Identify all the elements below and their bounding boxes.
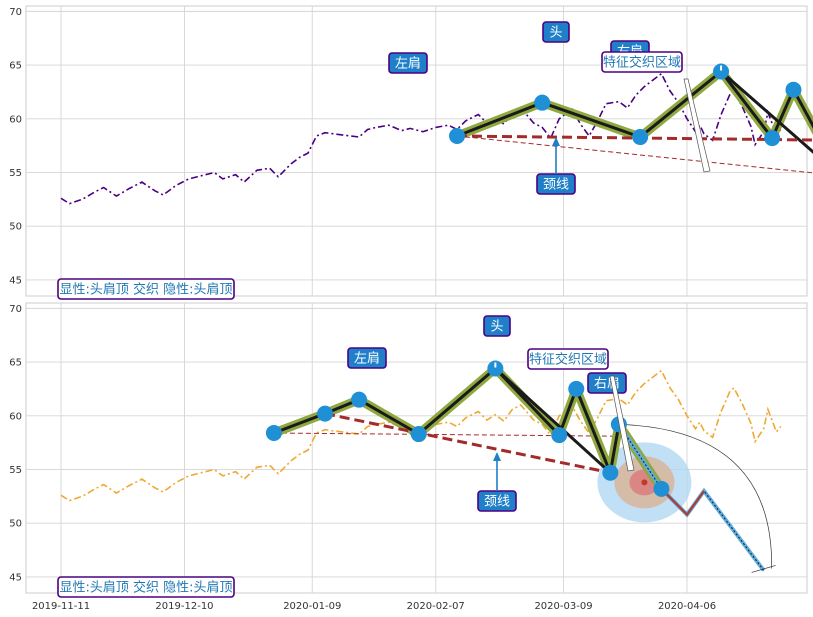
- projection-red-segment: [660, 488, 705, 517]
- feature-region-label-box: [601, 51, 683, 73]
- pattern-point: [265, 424, 282, 441]
- neckline-label-text: 颈线: [543, 178, 569, 193]
- y-tick-label: 55: [9, 465, 22, 476]
- price-series-line: [60, 369, 782, 502]
- left-shoulder-label: 左肩: [347, 347, 387, 369]
- feature-region-label-text: 特征交织区域: [529, 352, 607, 368]
- right-shoulder-label: 右肩: [587, 372, 627, 394]
- x-tick-label: 2019-12-10: [155, 601, 213, 612]
- pattern-line-extra: [720, 70, 813, 154]
- neckline-thin: [456, 135, 813, 174]
- y-tick-label: 45: [9, 275, 22, 286]
- pattern-point: [487, 360, 504, 377]
- neckline-label-text: 颈线: [484, 495, 510, 510]
- pattern-point: [785, 81, 802, 98]
- plot-frame: [25, 5, 808, 297]
- neckline-arrowhead: [552, 137, 560, 146]
- status-label-box: [57, 576, 235, 598]
- left-shoulder-label-text: 左肩: [354, 351, 380, 367]
- status-label: 显性:头肩顶 交织 隐性:头肩顶: [57, 278, 235, 300]
- status-label-text: 显性:头肩顶 交织 隐性:头肩顶: [59, 282, 232, 298]
- y-tick-label: 70: [9, 304, 22, 315]
- y-tick-label: 55: [9, 168, 22, 179]
- x-tick-label: 2020-02-07: [407, 601, 465, 612]
- left-shoulder-label-text: 左肩: [395, 56, 421, 72]
- y-tick-label: 65: [9, 61, 22, 72]
- y-tick-label: 50: [9, 519, 22, 530]
- left-shoulder-label-box: [388, 52, 428, 74]
- projection-arc: [618, 424, 773, 569]
- pattern-point: [317, 405, 334, 422]
- pattern-line: [273, 367, 663, 490]
- head-label-box: [542, 21, 570, 43]
- x-tick-label: 2020-03-09: [534, 601, 592, 612]
- head-label: 头: [542, 21, 570, 43]
- neckline-arrowhead: [493, 452, 501, 461]
- pattern-point: [351, 391, 368, 408]
- pattern-point: [410, 426, 427, 443]
- feature-region-center: [641, 479, 648, 486]
- y-tick-label: 60: [9, 114, 22, 125]
- head-label-text: 头: [549, 26, 562, 41]
- status-label-box: [57, 278, 235, 300]
- y-tick-label: 45: [9, 572, 22, 583]
- pattern-point: [551, 427, 568, 444]
- plot-frame: [25, 302, 808, 594]
- pattern-point: [449, 127, 466, 144]
- pattern-point: [764, 130, 781, 147]
- feature-arrow: [683, 78, 711, 173]
- top-panel: 455055606570左肩头右肩特征交织区域颈线显性:头肩顶 交织 隐性:头肩…: [9, 5, 813, 300]
- neckline-label: 颈线: [536, 173, 576, 195]
- feature-region-label-box: [527, 348, 609, 370]
- feature-region-label: 特征交织区域: [601, 51, 683, 73]
- head-label: 头: [483, 315, 511, 337]
- y-tick-label: 70: [9, 7, 22, 18]
- y-tick-label: 50: [9, 222, 22, 233]
- feature-arrow: [609, 375, 635, 472]
- pattern-line-extra: [494, 367, 612, 474]
- feature-region-label-text: 特征交织区域: [603, 55, 681, 71]
- pattern-point: [632, 129, 649, 146]
- left-shoulder-label: 左肩: [388, 52, 428, 74]
- x-tick-label: 2019-11-11: [32, 601, 90, 612]
- head-label-text: 头: [490, 320, 503, 335]
- status-label: 显性:头肩顶 交织 隐性:头肩顶: [57, 576, 235, 598]
- pattern-point: [534, 94, 551, 111]
- neckline-label: 颈线: [477, 490, 517, 512]
- y-tick-label: 60: [9, 411, 22, 422]
- pattern-point: [653, 480, 670, 497]
- price-series-line: [60, 72, 782, 205]
- left-shoulder-label-box: [347, 347, 387, 369]
- projection-bracket: [751, 565, 776, 573]
- head-label-box: [483, 315, 511, 337]
- x-tick-label: 2020-01-09: [283, 601, 341, 612]
- status-label-text: 显性:头肩顶 交织 隐性:头肩顶: [59, 580, 232, 596]
- pattern-point: [713, 63, 730, 80]
- pattern-point: [602, 464, 619, 481]
- y-tick-label: 65: [9, 358, 22, 369]
- x-tick-label: 2020-04-06: [658, 601, 716, 612]
- neckline-dashed: [324, 412, 611, 475]
- bottom-panel: 45 50 55 60 65 70 2019-11-11 2019-12-10 2020-01-…: [9, 302, 808, 612]
- feature-region-label: 特征交织区域: [527, 348, 609, 370]
- pattern-point: [568, 380, 585, 397]
- neckline-thin: [273, 432, 619, 437]
